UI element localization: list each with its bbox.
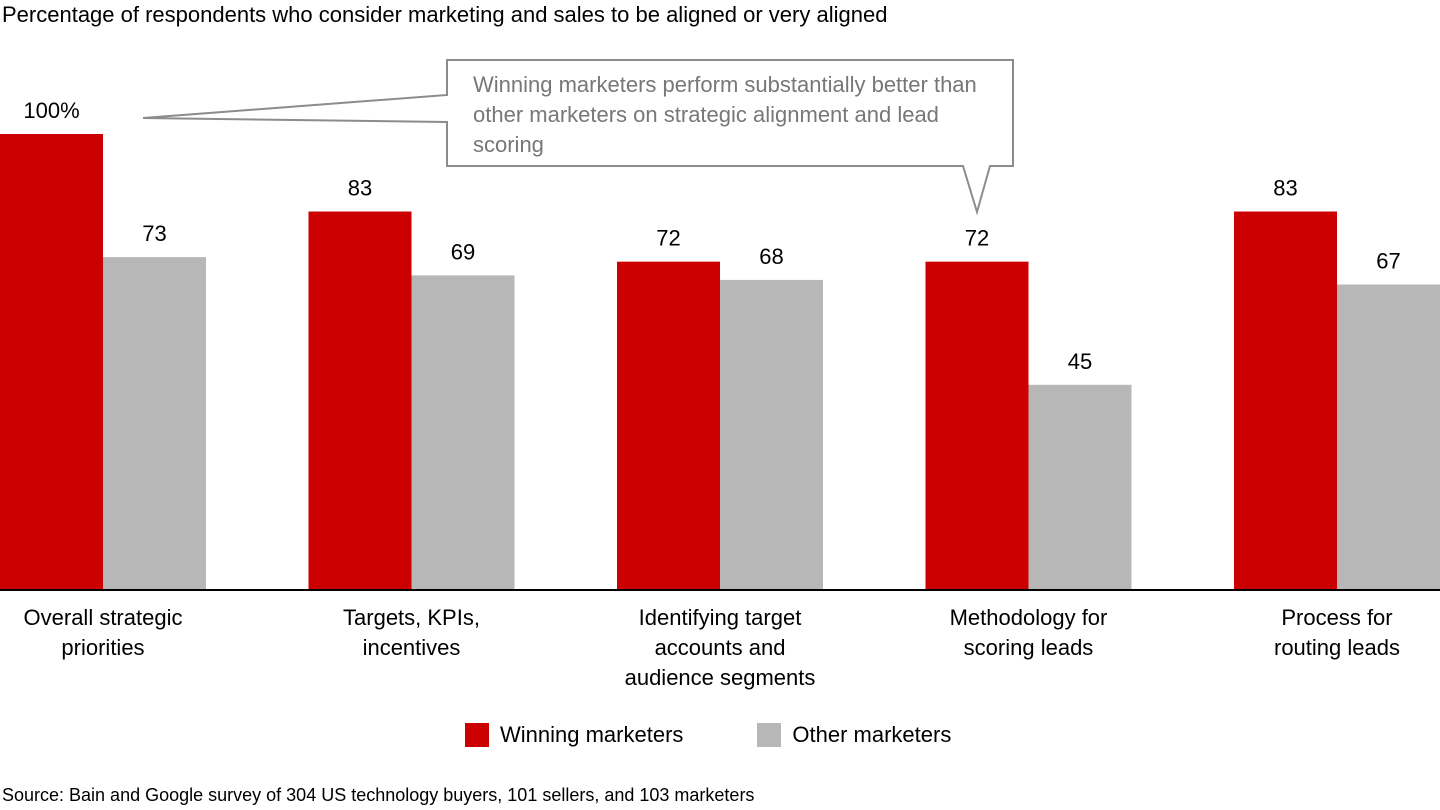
chart-subtitle: Percentage of respondents who consider m… [2,2,888,27]
bar-winning-0 [0,134,103,590]
category-label-2: Identifying target accounts and audience s… [625,605,816,690]
legend-label-winning: Winning marketers [500,722,684,747]
bar-other-3 [1028,384,1132,590]
value-label-other-3: 45 [1068,349,1092,374]
bar-winning-3 [925,261,1029,590]
bar-other-2 [720,279,823,590]
category-label-0: Overall strategic priorities [24,605,183,660]
bar-winning-4 [1234,211,1337,590]
value-label-other-4: 67 [1376,248,1400,273]
bar-other-1 [411,275,515,590]
value-label-other-2: 68 [759,244,783,269]
bar-other-0 [103,257,206,590]
bar-winning-2 [617,261,720,590]
legend-swatch-other [757,723,782,747]
value-label-winning-2: 72 [656,226,680,251]
value-label-other-0: 73 [142,221,166,246]
value-label-winning-1: 83 [348,176,372,201]
legend-item-other: Other marketers [757,722,951,748]
legend-swatch-winning [465,723,489,747]
legend-item-winning: Winning marketers [465,722,683,748]
legend: Winning marketers Other marketers [465,722,1025,748]
bar-other-4 [1337,284,1440,590]
callout-text: Winning marketers perform substantially … [473,72,977,157]
bar-winning-1 [308,211,412,590]
value-label-winning-0: 100% [23,98,79,123]
value-label-winning-4: 83 [1273,176,1297,201]
category-label-1: Targets, KPIs, incentives [343,605,480,660]
value-label-other-1: 69 [451,239,475,264]
source-note: Source: Bain and Google survey of 304 US… [2,785,755,805]
value-label-winning-3: 72 [965,226,989,251]
category-label-3: Methodology for scoring leads [950,605,1108,660]
category-label-4: Process for routing leads [1274,605,1400,660]
legend-label-other: Other marketers [792,722,952,747]
callout-bubble [142,59,1014,216]
bar-chart: 100% 73 83 69 72 68 72 45 83 67 Overall strategic… [0,59,1440,690]
